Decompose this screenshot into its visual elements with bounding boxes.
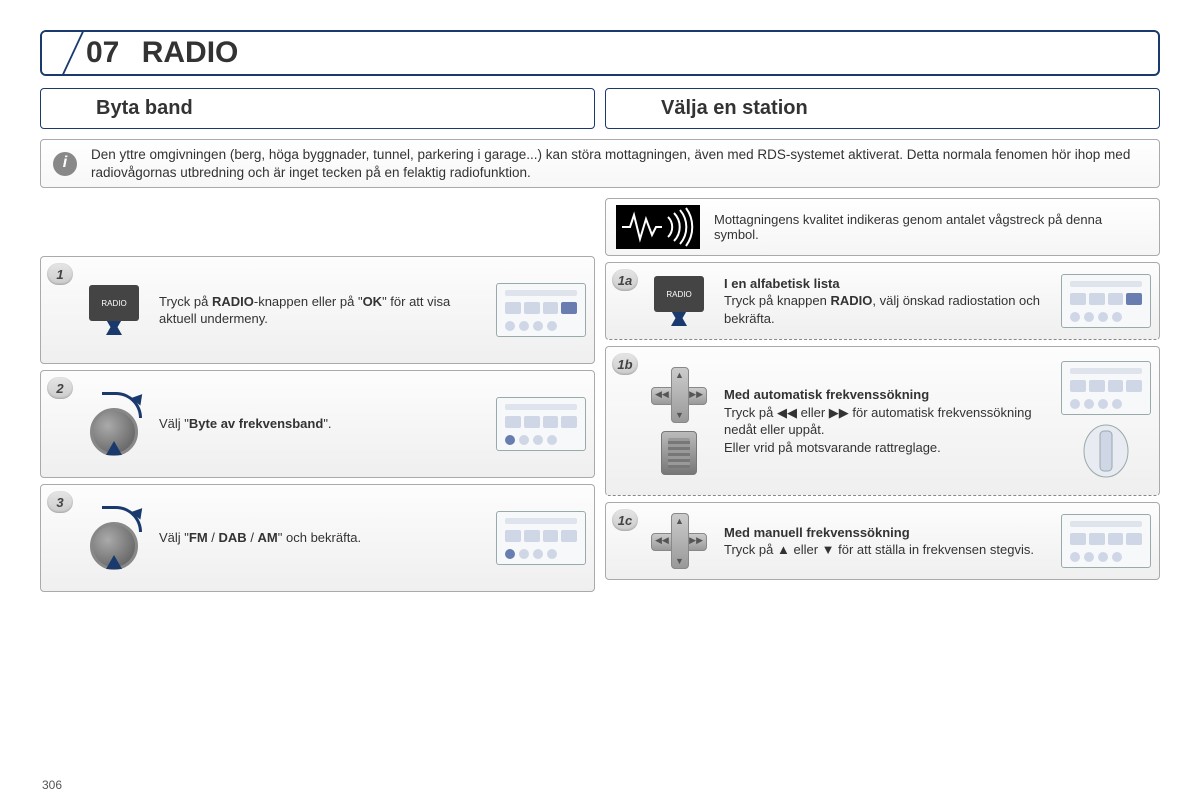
radio-button-icon: RADIO: [79, 285, 149, 335]
radio-key-icon: RADIO: [654, 276, 704, 312]
section-number: 07: [86, 36, 119, 69]
step-text: Med manuell frekvenssökning Tryck på ▲ e…: [724, 524, 1051, 559]
step-text: Tryck på RADIO-knappen eller på "OK" för…: [159, 293, 486, 328]
step-text: Välj "Byte av frekvensband".: [159, 415, 486, 433]
step-badge: 1: [47, 263, 73, 285]
subheader-right-text: Välja en station: [661, 97, 1159, 120]
signal-quality-row: Mottagningens kvalitet indikeras genom a…: [605, 198, 1160, 256]
warning-icon: i: [53, 152, 77, 176]
subheader-left: Byta band: [40, 88, 595, 129]
subheader-row: Byta band Välja en station: [40, 88, 1160, 129]
device-diagram: [496, 283, 586, 337]
right-step-1b: 1b ◀◀ ▶▶ ▲ ▼ Med automatisk frekvenssökn…: [605, 346, 1160, 496]
device-diagram: [496, 511, 586, 565]
device-diagram: [496, 397, 586, 451]
signal-text: Mottagningens kvalitet indikeras genom a…: [714, 212, 1149, 242]
step-text: Välj "FM / DAB / AM" och bekräfta.: [159, 529, 486, 547]
info-note: i Den yttre omgivningen (berg, höga bygg…: [40, 139, 1160, 188]
step-badge: 2: [47, 377, 73, 399]
right-step-1a: 1a RADIO I en alfabetisk lista Tryck på …: [605, 262, 1160, 340]
step-badge: 1a: [612, 269, 638, 291]
dpad-wheel-icons: ◀◀ ▶▶ ▲ ▼: [644, 367, 714, 475]
dial-icon: [90, 408, 138, 456]
step-badge: 1b: [612, 353, 638, 375]
dpad-icon-wrap: ◀◀ ▶▶ ▲ ▼: [644, 513, 714, 569]
content-columns: 1 RADIO Tryck på RADIO-knappen eller på …: [40, 198, 1160, 592]
radio-button-icon: RADIO: [644, 276, 714, 326]
dpad-icon: ◀◀ ▶▶ ▲ ▼: [651, 367, 707, 423]
section-title-text: RADIO: [142, 36, 239, 69]
dial-icon: [90, 522, 138, 570]
page-number: 306: [42, 778, 62, 792]
device-diagram: [1061, 361, 1151, 415]
left-step-2: 2 Välj "Byte av frekvensband".: [40, 370, 595, 478]
right-step-1c: 1c ◀◀ ▶▶ ▲ ▼ Med manuell frekvenssökning…: [605, 502, 1160, 580]
step-text: I en alfabetisk lista Tryck på knappen R…: [724, 275, 1051, 328]
left-step-1: 1 RADIO Tryck på RADIO-knappen eller på …: [40, 256, 595, 364]
device-diagram: [1061, 274, 1151, 328]
subheader-right: Välja en station: [605, 88, 1160, 129]
right-column: Mottagningens kvalitet indikeras genom a…: [605, 198, 1160, 592]
dpad-icon: ◀◀ ▶▶ ▲ ▼: [651, 513, 707, 569]
left-column: 1 RADIO Tryck på RADIO-knappen eller på …: [40, 198, 595, 592]
step-text: Med automatisk frekvenssökning Tryck på …: [724, 386, 1051, 456]
section-header: 07 RADIO: [40, 30, 1160, 76]
knob-icon: [79, 392, 149, 456]
wheel-control-icon: [661, 431, 697, 475]
subheader-left-text: Byta band: [96, 97, 594, 120]
step-badge: 1c: [612, 509, 638, 531]
steering-control-diagram: [1076, 421, 1136, 481]
step-badge: 3: [47, 491, 73, 513]
device-diagram: [1061, 514, 1151, 568]
left-step-3: 3 Välj "FM / DAB / AM" och bekräfta.: [40, 484, 595, 592]
spacer: [40, 198, 595, 250]
section-title: 07 RADIO: [86, 36, 1158, 70]
signal-icon: [616, 205, 700, 249]
knob-icon: [79, 506, 149, 570]
info-note-text: Den yttre omgivningen (berg, höga byggna…: [91, 146, 1147, 181]
radio-key-icon: RADIO: [89, 285, 139, 321]
